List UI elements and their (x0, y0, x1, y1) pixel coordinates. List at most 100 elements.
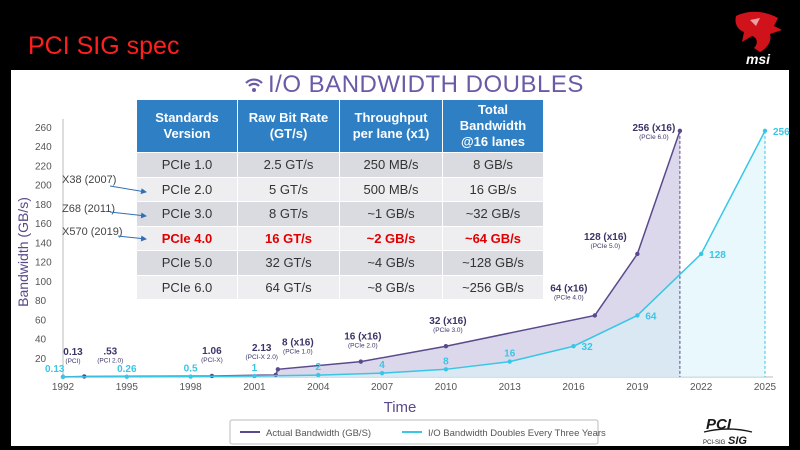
chipset-label-z68: Z68 (2011) (62, 203, 115, 215)
x-tick-label: 2022 (690, 382, 713, 393)
table-cell: PCIe 4.0 (136, 225, 238, 251)
table-cell: 16 GT/s (237, 225, 340, 251)
col-header-raw-bit-rate: Raw Bit Rate (GT/s) (237, 99, 340, 153)
legend-label-projected: I/O Bandwidth Doubles Every Three Years (428, 428, 606, 439)
data-sublabel-actual: (PCIe 3.0) (433, 327, 463, 334)
y-axis-title: Bandwidth (GB/s) (15, 197, 31, 307)
data-point (358, 359, 364, 364)
slide-title: I/O BANDWIDTH DOUBLES (268, 71, 584, 98)
table-row: PCIe 6.0 64 GT/s ~8 GB/s ~256 GB/s (136, 274, 544, 300)
data-sublabel-actual: (PCI-X) (201, 357, 223, 364)
svg-text:PCI-SIG: PCI-SIG (703, 440, 726, 446)
y-tick-label: 240 (35, 142, 52, 153)
y-tick-label: 120 (35, 258, 52, 269)
table-row: PCIe 5.0 32 GT/s ~4 GB/s ~128 GB/s (136, 250, 544, 276)
table-cell: ~128 GB/s (442, 250, 544, 276)
x-tick-label: 2001 (243, 382, 266, 393)
x-tick-label: 2013 (499, 382, 522, 393)
data-sublabel-actual: (PCIe 5.0) (591, 243, 621, 250)
table-cell: 250 MB/s (339, 152, 443, 178)
table-row: PCIe 4.0 16 GT/s ~2 GB/s ~64 GB/s (136, 225, 544, 251)
svg-text:SIG: SIG (728, 435, 747, 447)
table-cell: 16 GB/s (442, 176, 544, 202)
data-label-actual: 256 (x16) (633, 123, 676, 134)
data-label-actual: .53 (103, 346, 117, 357)
data-label-actual: 8 (x16) (282, 337, 314, 348)
table-cell: 2.5 GT/s (237, 152, 340, 178)
data-label-projected: 128 (709, 250, 726, 261)
table-cell: 8 GB/s (442, 152, 544, 178)
data-point (571, 344, 576, 349)
data-label-projected: 0.5 (184, 364, 198, 375)
table-cell: 500 MB/s (339, 176, 443, 202)
table-cell: PCIe 5.0 (136, 250, 238, 276)
table-cell: 32 GT/s (237, 250, 340, 276)
table-cell: 64 GT/s (237, 274, 340, 300)
table-cell: ~32 GB/s (442, 201, 544, 227)
y-tick-label: 80 (35, 296, 47, 307)
data-label-actual: 2.13 (252, 343, 272, 354)
data-label-projected: 8 (443, 356, 449, 367)
data-sublabel-actual: (PCI-X 2.0) (245, 354, 278, 361)
x-tick-label: 2025 (754, 382, 777, 393)
legend-label-actual: Actual Bandwidth (GB/S) (266, 428, 371, 439)
data-point (316, 372, 321, 378)
data-point (60, 374, 66, 380)
col-header-total-bandwidth: Total Bandwidth @16 lanes (442, 99, 544, 153)
table-cell: PCIe 2.0 (136, 176, 238, 202)
col-header-version: Standards Version (136, 99, 238, 153)
x-tick-label: 2016 (562, 382, 585, 393)
y-tick-label: 200 (35, 181, 52, 192)
y-tick-label: 220 (35, 161, 52, 172)
data-point (635, 313, 640, 318)
data-sublabel-actual: (PCI 2.0) (97, 357, 123, 364)
x-axis-title: Time (384, 399, 417, 416)
data-point (379, 370, 385, 376)
wifi-icon (245, 78, 263, 92)
data-point (762, 128, 768, 134)
data-label-projected: 2 (315, 362, 321, 373)
data-label-actual: 16 (x16) (344, 332, 381, 343)
data-sublabel-actual: (PCIe 2.0) (348, 343, 378, 350)
y-tick-label: 140 (35, 238, 52, 249)
data-point (698, 251, 704, 257)
y-tick-label: 180 (35, 200, 52, 211)
data-sublabel-actual: (PCIe 4.0) (554, 294, 584, 301)
data-label-actual: 1.06 (202, 346, 222, 357)
table-cell: 5 GT/s (237, 176, 340, 202)
data-label-actual: 32 (x16) (429, 316, 466, 327)
y-tick-label: 260 (35, 123, 52, 134)
x-tick-label: 1995 (116, 382, 139, 393)
data-label-actual: 128 (x16) (584, 232, 627, 243)
y-tick-label: 40 (35, 335, 47, 346)
data-point (275, 367, 281, 372)
table-cell: ~4 GB/s (339, 250, 443, 276)
pci-sig-logo: PCI SIG PCI-SIG (703, 416, 753, 447)
data-label-projected: 1 (252, 363, 258, 374)
data-label-projected: 0.26 (117, 364, 137, 375)
msi-dragon-logo: msi (735, 11, 782, 66)
table-cell: PCIe 1.0 (136, 152, 238, 178)
table-cell: PCIe 3.0 (136, 201, 238, 227)
chipset-label-x38: X38 (2007) (62, 174, 117, 186)
series-line-1 (62, 130, 766, 378)
data-label-actual: 0.13 (63, 347, 83, 358)
table-row: PCIe 2.0 5 GT/s 500 MB/s 16 GB/s (136, 176, 544, 202)
table-row: PCIe 1.0 2.5 GT/s 250 MB/s 8 GB/s (136, 152, 544, 178)
col-header-throughput: Throughput per lane (x1) (339, 99, 443, 153)
data-sublabel-actual: (PCI) (65, 358, 80, 365)
table-cell: 8 GT/s (237, 201, 340, 227)
table-cell: ~2 GB/s (339, 225, 443, 251)
data-label-projected: 4 (379, 360, 385, 371)
x-tick-label: 2010 (435, 382, 458, 393)
msi-wordmark: msi (746, 51, 771, 66)
data-point (124, 374, 130, 379)
data-point (252, 373, 257, 379)
x-tick-label: 1998 (180, 382, 203, 393)
page-title: PCI SIG spec (28, 32, 180, 60)
y-tick-label: 100 (35, 277, 52, 288)
data-point (592, 313, 598, 318)
chipset-label-x570: X570 (2019) (62, 226, 123, 238)
data-label-projected: 64 (645, 311, 657, 322)
data-label-projected: 32 (582, 342, 594, 353)
